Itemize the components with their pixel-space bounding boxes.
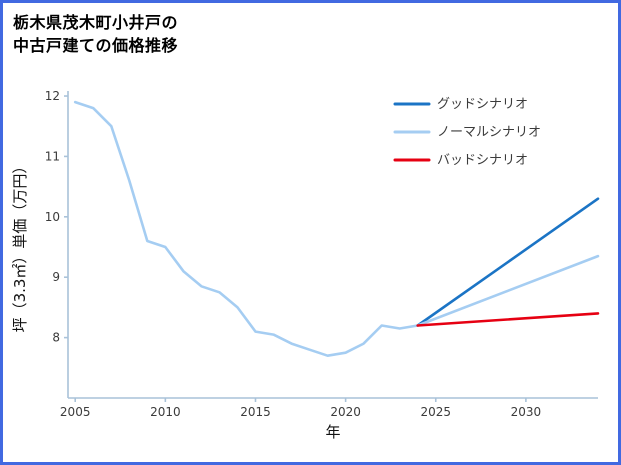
x-tick-label: 2005 [60, 405, 91, 419]
legend-label-bad: バッドシナリオ [437, 153, 528, 168]
series-line-bad [416, 312, 600, 327]
y-tick-label: 8 [52, 331, 60, 345]
chart-title-line1: 栃木県茂木町小井戸の [13, 13, 179, 32]
chart-title: 栃木県茂木町小井戸の 中古戸建ての価格推移 [13, 11, 178, 57]
y-tick-label: 12 [45, 89, 60, 103]
series-line-good [416, 197, 600, 327]
series-line-history [73, 100, 419, 357]
y-tick-label: 11 [45, 149, 60, 163]
line-chart: 8 9 10 11 12 2005 2010 2015 2020 2025 2030 年 坪（3.3㎡）… [11, 89, 600, 441]
x-tick-label: 2020 [330, 405, 361, 419]
x-tick-label: 2030 [511, 405, 542, 419]
x-axis-label: 年 [325, 423, 340, 441]
y-tick-label: 10 [45, 210, 60, 224]
x-tick-label: 2015 [240, 405, 271, 419]
legend-label-normal: ノーマルシナリオ [437, 125, 541, 140]
x-tick-label: 2010 [150, 405, 181, 419]
series-line-normal [416, 254, 600, 327]
x-tick-label: 2025 [420, 405, 451, 419]
chart-title-line2: 中古戸建ての価格推移 [13, 36, 179, 55]
y-axis-label: 坪（3.3㎡）単価（万円） [11, 159, 29, 333]
legend-label-good: グッドシナリオ [437, 97, 528, 112]
y-tick-label: 9 [52, 270, 60, 284]
